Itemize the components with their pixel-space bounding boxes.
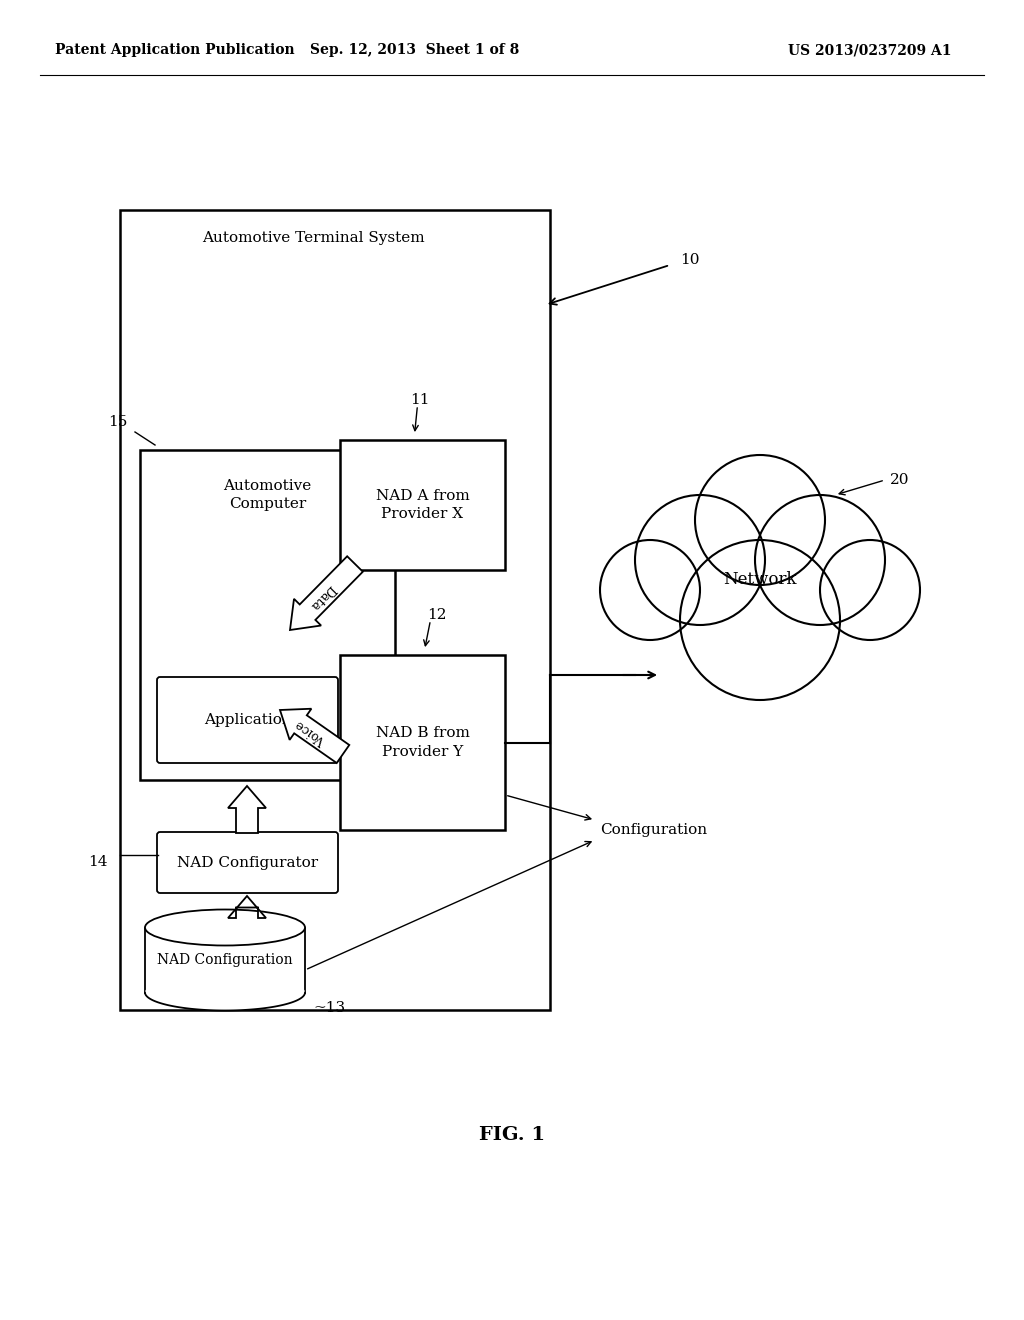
Text: Network: Network bbox=[723, 572, 797, 589]
Text: NAD A from
Provider X: NAD A from Provider X bbox=[376, 488, 469, 521]
FancyArrow shape bbox=[280, 709, 349, 763]
Circle shape bbox=[680, 540, 840, 700]
Text: 14: 14 bbox=[88, 855, 108, 870]
FancyArrow shape bbox=[228, 785, 266, 833]
Text: 10: 10 bbox=[680, 253, 699, 267]
Bar bbox=[340, 655, 505, 830]
Circle shape bbox=[600, 540, 700, 640]
FancyArrow shape bbox=[290, 556, 362, 630]
Bar bbox=[340, 440, 505, 570]
Text: Patent Application Publication: Patent Application Publication bbox=[55, 44, 295, 57]
Ellipse shape bbox=[145, 909, 305, 945]
Text: 12: 12 bbox=[427, 609, 447, 622]
Text: NAD B from
Provider Y: NAD B from Provider Y bbox=[376, 726, 469, 759]
Text: Sep. 12, 2013  Sheet 1 of 8: Sep. 12, 2013 Sheet 1 of 8 bbox=[310, 44, 519, 57]
Text: 11: 11 bbox=[411, 393, 430, 407]
FancyBboxPatch shape bbox=[157, 677, 338, 763]
Circle shape bbox=[635, 495, 765, 624]
Text: US 2013/0237209 A1: US 2013/0237209 A1 bbox=[788, 44, 951, 57]
Circle shape bbox=[820, 540, 920, 640]
Text: 15: 15 bbox=[109, 414, 128, 429]
FancyArrow shape bbox=[228, 896, 266, 917]
Text: ~13: ~13 bbox=[313, 1001, 345, 1015]
Circle shape bbox=[695, 455, 825, 585]
Text: 20: 20 bbox=[890, 473, 909, 487]
Text: Automotive Terminal System: Automotive Terminal System bbox=[202, 231, 425, 246]
Ellipse shape bbox=[145, 974, 305, 1011]
Bar bbox=[145, 928, 305, 993]
Text: Voice: Voice bbox=[294, 717, 329, 747]
Text: Application: Application bbox=[204, 713, 292, 727]
FancyBboxPatch shape bbox=[157, 832, 338, 894]
Bar bbox=[120, 210, 550, 1010]
Text: Automotive
Computer: Automotive Computer bbox=[223, 479, 311, 511]
Text: NAD Configurator: NAD Configurator bbox=[177, 855, 318, 870]
Text: NAD Configuration: NAD Configuration bbox=[158, 953, 293, 968]
Text: FIG. 1: FIG. 1 bbox=[479, 1126, 545, 1144]
Bar bbox=[140, 450, 395, 780]
Text: Data: Data bbox=[307, 582, 338, 612]
Circle shape bbox=[755, 495, 885, 624]
Text: Configuration: Configuration bbox=[600, 822, 708, 837]
